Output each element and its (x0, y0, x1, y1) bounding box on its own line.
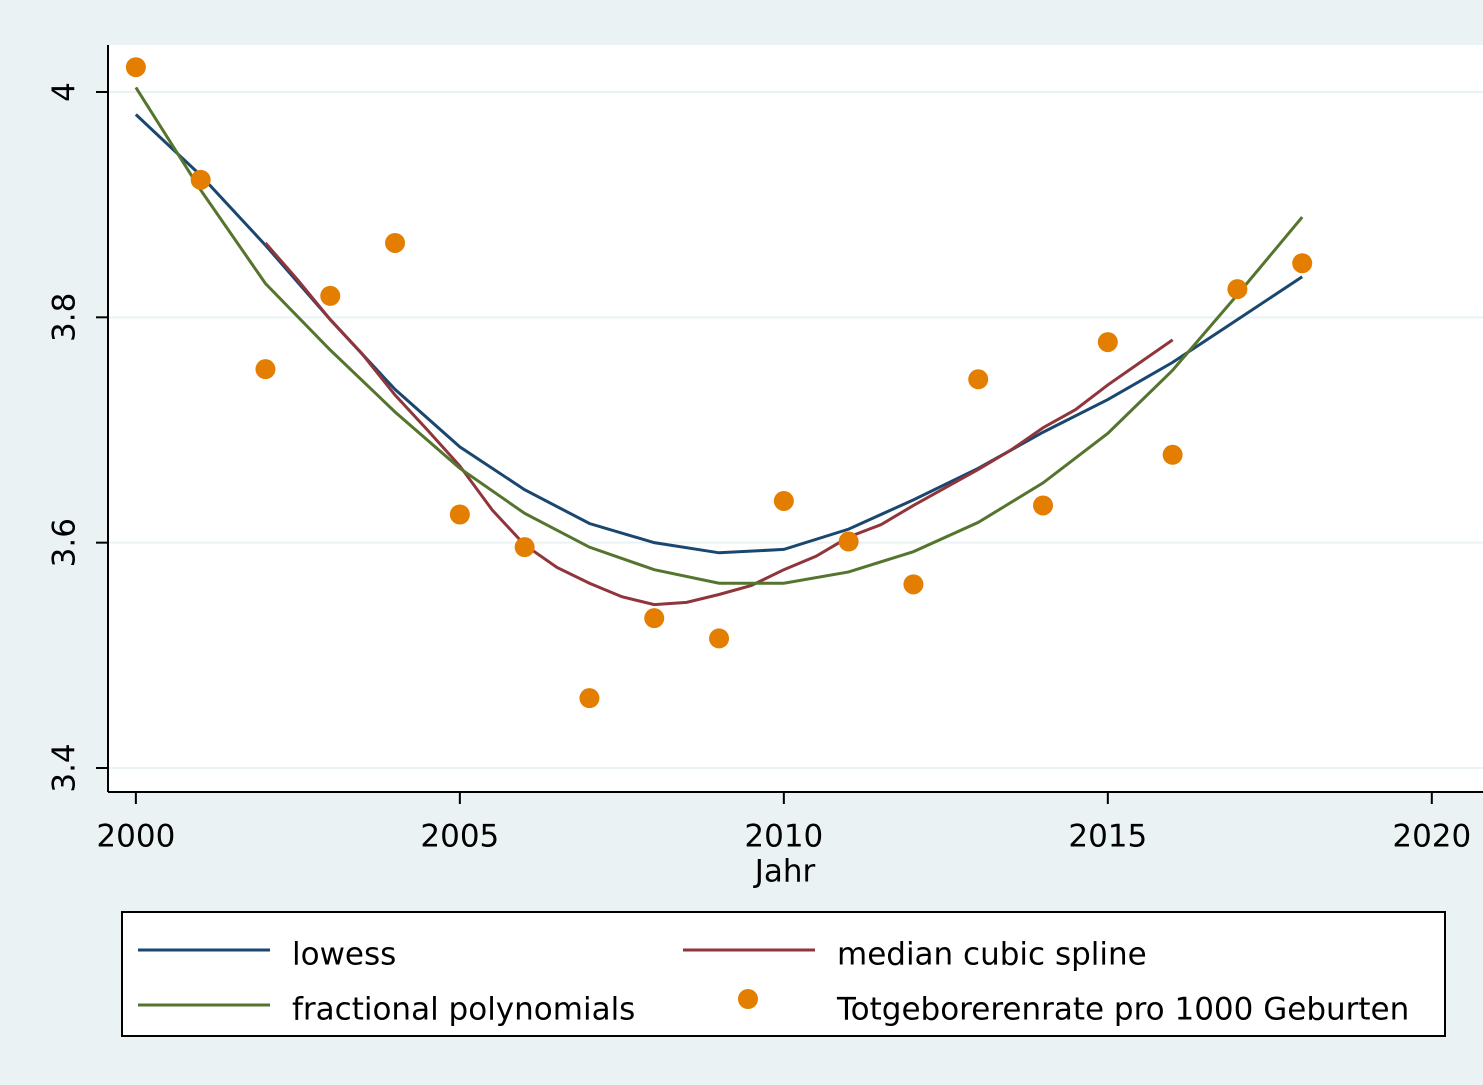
legend-label: median cubic spline (837, 937, 1147, 973)
point (1227, 279, 1248, 300)
x-tick-label: 2020 (1392, 819, 1471, 855)
x-tick-label: 2005 (420, 819, 499, 855)
point (255, 359, 276, 380)
point (773, 490, 794, 511)
x-tick-label: 2015 (1068, 819, 1147, 855)
point (579, 688, 600, 709)
point (190, 169, 211, 190)
point (903, 574, 924, 595)
legend-label: Totgeborerenrate pro 1000 Geburten (836, 992, 1409, 1028)
legend-marker (738, 989, 758, 1009)
y-tick-label: 3.6 (47, 518, 83, 567)
point (320, 285, 341, 306)
x-tick-label: 2000 (96, 819, 175, 855)
y-tick-label: 4 (47, 82, 83, 102)
point (1033, 495, 1054, 516)
legend-label: lowess (292, 937, 396, 973)
line (134, 86, 1304, 585)
x-axis-label: Jahr (753, 854, 816, 890)
point (1292, 253, 1313, 274)
point (1097, 332, 1118, 353)
point (125, 57, 146, 78)
point (1162, 444, 1183, 465)
y-tick-label: 3.8 (47, 293, 83, 342)
point (968, 369, 989, 390)
point (449, 504, 470, 525)
point (385, 232, 406, 253)
point (838, 531, 859, 552)
point (644, 608, 665, 629)
plot-area (108, 45, 1483, 792)
point (514, 537, 535, 558)
point (709, 628, 730, 649)
x-tick-label: 2010 (744, 819, 823, 855)
y-tick-label: 3.4 (47, 743, 83, 792)
line (264, 241, 1174, 607)
legend-box (121, 911, 1446, 1037)
legend-label: fractional polynomials (292, 992, 635, 1028)
